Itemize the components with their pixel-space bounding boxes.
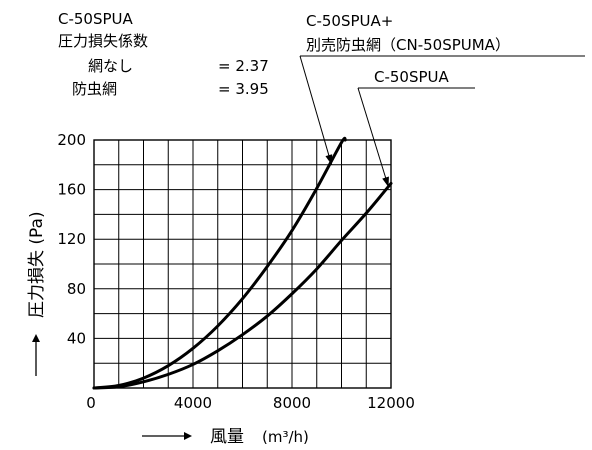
leader-line-1 [357, 87, 390, 188]
leader-line-0 [299, 55, 333, 165]
series-label-0-line2: 別売防虫網（CN-50SPUMA） [306, 36, 510, 54]
plot-frame [93, 139, 392, 389]
series-label-1: C-50SPUA [374, 68, 450, 86]
x-axis-label-group: 風量 (m³/h) [142, 427, 309, 447]
coef-row-value-1: = 3.95 [218, 80, 269, 98]
coef-heading: 圧力損失係数 [58, 32, 148, 50]
y-tick-label: 80 [67, 280, 86, 298]
y-tick-label: 40 [67, 329, 86, 347]
grid [94, 140, 391, 388]
y-axis-label-group: 圧力損失 (Pa) [27, 211, 47, 376]
y-axis-arrow-head [32, 334, 40, 342]
x-tick-label: 4000 [174, 394, 212, 412]
coef-row-label-1: 防虫網 [72, 80, 117, 98]
coef-row-value-0: = 2.37 [218, 57, 269, 75]
tick-labels: 0 4000 8000 12000 40 80 120 160 200 [57, 131, 415, 412]
x-tick-label: 12000 [367, 394, 415, 412]
series-label-0-line1: C-50SPUA+ [306, 12, 393, 30]
series-line-0 [92, 136, 347, 390]
x-tick-label: 8000 [273, 394, 311, 412]
x-axis-unit: (m³/h) [262, 428, 309, 446]
y-tick-label: 200 [57, 131, 86, 149]
coef-title: C-50SPUA [58, 10, 134, 28]
x-tick-label: 0 [86, 394, 96, 412]
x-axis-label: 風量 [210, 427, 244, 447]
leader-line-1-head [382, 176, 389, 188]
y-tick-label: 160 [57, 181, 86, 199]
leader-lines [299, 55, 390, 188]
series-line-1 [92, 181, 393, 390]
y-axis-label: 圧力損失 (Pa) [27, 211, 47, 318]
coef-row-label-0: 網なし [88, 57, 133, 75]
y-tick-label: 120 [57, 230, 86, 248]
x-axis-arrow-head [184, 432, 192, 440]
series-lines [92, 136, 393, 390]
plot-border [93, 139, 392, 389]
leader-line-0-head [325, 154, 333, 165]
